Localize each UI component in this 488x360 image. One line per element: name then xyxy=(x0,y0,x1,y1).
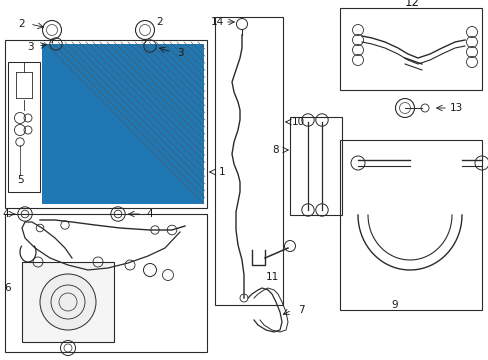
Circle shape xyxy=(40,274,96,330)
Text: 7: 7 xyxy=(297,305,304,315)
Text: 6: 6 xyxy=(5,283,11,293)
Text: 1: 1 xyxy=(218,167,225,177)
Text: 4: 4 xyxy=(146,209,153,219)
Text: 13: 13 xyxy=(448,103,462,113)
Bar xyxy=(289,117,341,215)
Text: 8: 8 xyxy=(272,145,279,155)
Bar xyxy=(8,62,40,192)
Text: 2: 2 xyxy=(156,17,163,27)
Text: 3: 3 xyxy=(176,48,183,58)
Bar xyxy=(42,44,203,204)
Bar xyxy=(5,214,206,352)
Text: 2: 2 xyxy=(19,19,25,29)
Text: 11: 11 xyxy=(265,272,278,282)
Text: 5: 5 xyxy=(17,175,23,185)
Text: 3: 3 xyxy=(27,42,33,52)
Bar xyxy=(22,262,114,342)
Bar xyxy=(339,8,481,90)
Text: 12: 12 xyxy=(404,0,419,9)
Bar xyxy=(215,17,283,305)
Text: 14: 14 xyxy=(210,17,223,27)
Text: 9: 9 xyxy=(391,300,398,310)
Text: 4: 4 xyxy=(2,209,9,219)
Bar xyxy=(339,140,481,310)
Text: 10: 10 xyxy=(291,117,304,127)
Bar xyxy=(5,40,206,208)
